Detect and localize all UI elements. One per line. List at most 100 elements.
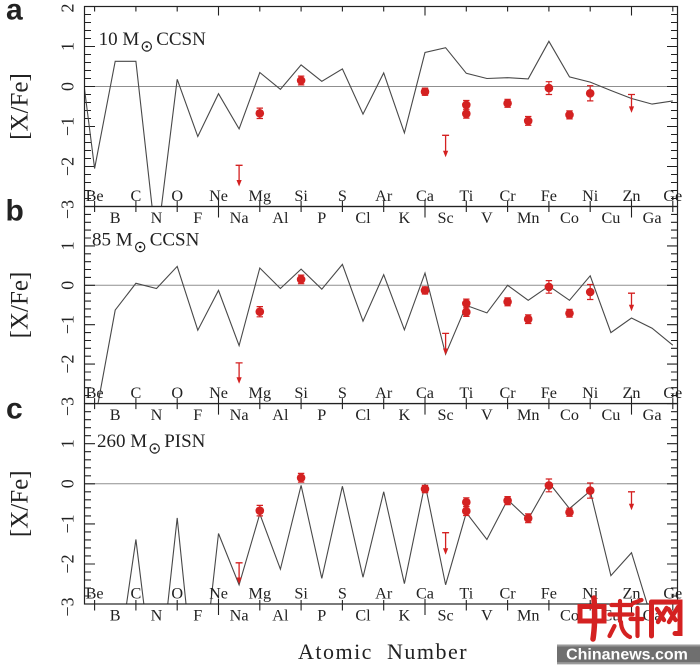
svg-text:CCSN: CCSN <box>156 29 206 50</box>
svg-text:PISN: PISN <box>164 431 205 452</box>
svg-text:−3: −3 <box>58 397 78 416</box>
svg-text:Cu: Cu <box>601 209 620 227</box>
svg-text:Mn: Mn <box>517 406 540 424</box>
svg-text:−2: −2 <box>58 355 78 374</box>
svg-text:Ti: Ti <box>459 384 473 402</box>
svg-text:S: S <box>338 585 347 603</box>
svg-text:[X/Fe]: [X/Fe] <box>7 272 34 339</box>
svg-text:O: O <box>171 187 183 205</box>
svg-text:Fe: Fe <box>541 187 557 205</box>
svg-text:Zn: Zn <box>623 187 641 205</box>
svg-text:Sc: Sc <box>438 406 454 424</box>
svg-text:Mg: Mg <box>249 585 272 603</box>
svg-text:Chinanews.com: Chinanews.com <box>566 647 688 664</box>
svg-text:Ar: Ar <box>375 384 393 402</box>
svg-text:Cl: Cl <box>355 406 371 424</box>
svg-text:Cl: Cl <box>355 607 371 625</box>
svg-text:Ca: Ca <box>416 585 434 603</box>
svg-text:Ga: Ga <box>643 209 662 227</box>
svg-text:P: P <box>317 607 326 625</box>
svg-text:Mg: Mg <box>249 187 272 205</box>
svg-text:Ca: Ca <box>416 384 434 402</box>
svg-text:C: C <box>130 585 141 603</box>
svg-text:−1: −1 <box>58 117 78 136</box>
svg-text:Be: Be <box>86 585 104 603</box>
svg-text:F: F <box>193 607 202 625</box>
svg-text:Ne: Ne <box>209 187 228 205</box>
svg-text:Cr: Cr <box>500 585 517 603</box>
svg-text:V: V <box>481 607 493 625</box>
svg-text:Ne: Ne <box>209 585 228 603</box>
svg-text:−2: −2 <box>58 554 78 573</box>
svg-text:Al: Al <box>272 607 289 625</box>
svg-text:b: b <box>6 195 24 228</box>
svg-text:1: 1 <box>58 241 78 250</box>
svg-text:Al: Al <box>272 406 289 424</box>
svg-text:F: F <box>193 406 202 424</box>
svg-text:Atomic Number: Atomic Number <box>298 639 468 664</box>
svg-text:Na: Na <box>230 607 249 625</box>
svg-text:Zn: Zn <box>623 585 641 603</box>
svg-text:Ar: Ar <box>375 187 393 205</box>
svg-text:−1: −1 <box>58 315 78 334</box>
svg-text:Zn: Zn <box>623 384 641 402</box>
svg-text:S: S <box>338 187 347 205</box>
svg-text:85 M: 85 M <box>92 230 133 251</box>
svg-text:Na: Na <box>230 209 249 227</box>
svg-text:K: K <box>399 209 411 227</box>
svg-text:1: 1 <box>58 42 78 51</box>
svg-text:B: B <box>110 406 121 424</box>
svg-text:P: P <box>317 406 326 424</box>
svg-text:0: 0 <box>58 479 78 488</box>
svg-text:0: 0 <box>58 281 78 290</box>
svg-text:V: V <box>481 406 493 424</box>
svg-text:S: S <box>338 384 347 402</box>
svg-text:Al: Al <box>272 209 289 227</box>
svg-text:−1: −1 <box>58 514 78 533</box>
svg-text:[X/Fe]: [X/Fe] <box>7 470 34 537</box>
svg-text:Mg: Mg <box>249 384 272 402</box>
svg-text:P: P <box>317 209 326 227</box>
svg-text:Co: Co <box>560 209 579 227</box>
svg-text:−3: −3 <box>58 200 78 219</box>
svg-text:Co: Co <box>560 607 579 625</box>
svg-text:Na: Na <box>230 406 249 424</box>
svg-text:B: B <box>110 607 121 625</box>
svg-text:O: O <box>171 585 183 603</box>
svg-text:10 M: 10 M <box>99 29 140 50</box>
svg-text:Cl: Cl <box>355 209 371 227</box>
svg-text:a: a <box>6 0 23 27</box>
svg-text:Mn: Mn <box>517 209 540 227</box>
svg-text:F: F <box>193 209 202 227</box>
svg-text:C: C <box>130 384 141 402</box>
svg-text:Cu: Cu <box>601 406 620 424</box>
svg-text:Cr: Cr <box>500 187 517 205</box>
svg-text:Ni: Ni <box>582 384 599 402</box>
svg-text:Sc: Sc <box>438 607 454 625</box>
svg-text:CCSN: CCSN <box>150 230 200 251</box>
svg-text:c: c <box>6 393 23 426</box>
svg-text:Co: Co <box>560 406 579 424</box>
svg-text:Fe: Fe <box>541 585 557 603</box>
svg-text:K: K <box>399 406 411 424</box>
svg-text:Sc: Sc <box>438 209 454 227</box>
svg-text:Si: Si <box>294 187 308 205</box>
svg-text:Ti: Ti <box>459 585 473 603</box>
svg-text:[X/Fe]: [X/Fe] <box>7 73 34 140</box>
svg-text:N: N <box>151 607 163 625</box>
svg-text:N: N <box>151 406 163 424</box>
svg-text:Ge: Ge <box>663 187 682 205</box>
svg-text:N: N <box>151 209 163 227</box>
svg-text:V: V <box>481 209 493 227</box>
svg-text:K: K <box>399 607 411 625</box>
svg-text:Mn: Mn <box>517 607 540 625</box>
svg-text:Ti: Ti <box>459 187 473 205</box>
svg-text:Fe: Fe <box>541 384 557 402</box>
svg-text:Ar: Ar <box>375 585 393 603</box>
svg-text:Ca: Ca <box>416 187 434 205</box>
svg-text:−2: −2 <box>58 157 78 176</box>
svg-text:2: 2 <box>58 4 78 13</box>
svg-text:Si: Si <box>294 585 308 603</box>
svg-text:Be: Be <box>86 384 104 402</box>
svg-text:1: 1 <box>58 439 78 448</box>
